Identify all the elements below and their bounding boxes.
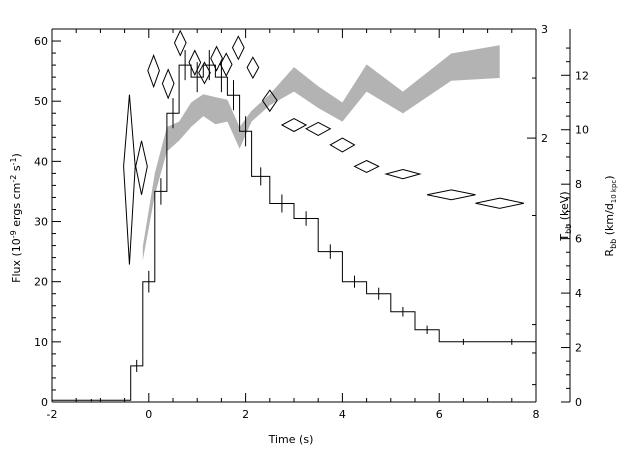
radius-label-sub: bb [609, 239, 618, 249]
x-tick-label: -2 [47, 408, 58, 421]
temperature-point [261, 89, 278, 113]
temperature-point [280, 118, 308, 133]
y-radius-tick-label: 2 [575, 342, 582, 355]
temperature-point [188, 49, 202, 76]
radius-label-mid: (km/d [603, 203, 616, 239]
radius-label-main: R [603, 249, 616, 257]
radius-band-layer [142, 45, 500, 261]
x-tick-label: 4 [339, 408, 346, 421]
temperature-point [123, 94, 136, 265]
y-radius-tick-label: 4 [575, 287, 582, 300]
y-left-tick-label: 50 [34, 95, 48, 108]
radius-label-sub2: 10 kpc [610, 180, 618, 204]
y-axis-title-radius: Rbb (km/d10 kpc) [603, 175, 618, 256]
temperature-points-layer [123, 29, 525, 265]
temperature-point [147, 53, 160, 89]
y-radius-tick-label: 0 [575, 396, 582, 409]
temperature-point [173, 29, 187, 57]
temperature-point [329, 137, 356, 153]
x-axis-title: Time (s) [268, 433, 314, 446]
y-left-tick-label: 30 [34, 216, 48, 229]
y-radius-tick-label: 12 [575, 69, 589, 82]
radius-band [142, 45, 500, 261]
y-left-tick-label: 10 [34, 336, 48, 349]
temperature-point [384, 168, 422, 180]
temperature-point [135, 140, 148, 195]
flux-histogram-line [52, 64, 536, 401]
x-tick-label: 6 [436, 408, 443, 421]
y-left-tick-label: 40 [34, 155, 48, 168]
y-axis-title-temperature: Tbb (keV) [558, 191, 573, 241]
radius-label-post: ) [603, 175, 616, 179]
y-left-label-exp: -2 [9, 175, 18, 183]
y-radius-tick-label: 10 [575, 124, 589, 137]
temperature-point [305, 121, 332, 136]
y-radius-tick-label: 6 [575, 233, 582, 246]
temperature-point [161, 68, 175, 100]
y-left-label-part: ergs cm [10, 183, 23, 231]
temperature-point [210, 45, 223, 72]
y-left-label-part: s [10, 165, 23, 174]
temperature-point [475, 197, 525, 209]
temperature-point [246, 56, 260, 80]
y-left-label-exp: -9 [9, 230, 18, 238]
y-left-label-exp: -1 [9, 157, 18, 165]
temp-label-main: T [558, 234, 571, 242]
x-tick-label: 0 [145, 408, 152, 421]
y-radius-tick-label: 8 [575, 178, 582, 191]
y-temperature-tick-label: 2 [541, 132, 548, 145]
x-tick-label: 8 [533, 408, 540, 421]
y-temperature-tick-label: 3 [541, 23, 548, 36]
x-tick-label: 2 [242, 408, 249, 421]
temp-label-post: (keV) [558, 191, 571, 223]
y-left-tick-label: 60 [34, 35, 48, 48]
y-left-tick-label: 0 [41, 396, 48, 409]
y-left-label-part: ) [10, 153, 23, 157]
temperature-point [198, 61, 211, 85]
y-left-label-part: Flux (10 [10, 238, 23, 283]
flux-histogram-layer [52, 50, 536, 402]
temperature-point [426, 189, 476, 201]
temp-label-sub: bb [564, 224, 573, 234]
y-axis-title-left: Flux (10-9 ergs cm-2 s-1) [9, 153, 23, 283]
y-left-tick-label: 20 [34, 276, 48, 289]
temperature-point [219, 52, 233, 78]
temperature-point [231, 35, 245, 61]
temperature-point [353, 159, 380, 174]
